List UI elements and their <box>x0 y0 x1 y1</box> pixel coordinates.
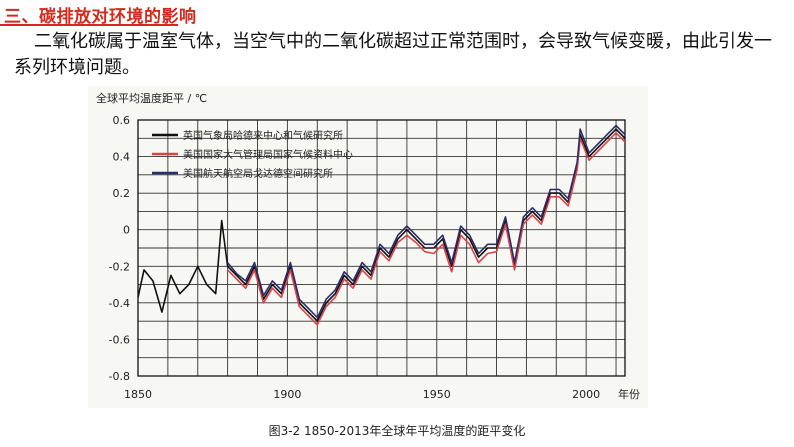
legend-label: 英国气象局哈德来中心和气候研究所 <box>183 129 343 142</box>
heading-underline <box>0 24 178 26</box>
y-tick-label: -0.2 <box>109 260 130 273</box>
y-tick-label: 0.2 <box>113 187 131 200</box>
x-tick-label: 1900 <box>273 388 301 401</box>
y-tick-label: 0.4 <box>113 151 131 164</box>
x-tick-label: 2000 <box>572 388 600 401</box>
y-tick-label: -0.8 <box>109 370 130 383</box>
y-tick-label: -0.6 <box>109 333 130 346</box>
chart-frame <box>88 86 648 408</box>
section-heading: 三、碳排放对环境的影响 <box>4 7 197 27</box>
y-tick-label: -0.4 <box>109 297 130 310</box>
body-paragraph: 二氧化碳属于温室气体，当空气中的二氧化碳超过正常范围时，会导致气候变暖，由此引发… <box>14 31 772 78</box>
x-axis-label: 年份 <box>618 387 640 401</box>
x-tick-label: 1850 <box>124 388 152 401</box>
y-tick-label: 0 <box>123 224 130 237</box>
y-axis-label: 全球平均温度距平 / ℃ <box>96 92 208 105</box>
plot-border <box>137 119 626 377</box>
legend-label: 美国国家大气管理局国家气候资料中心 <box>183 148 353 161</box>
chart-axes: 0.6 0.4 0.2 0 -0.2 -0.4 -0.6 -0.8 1850 1900 1950 20… <box>109 114 640 401</box>
series-line <box>227 132 626 326</box>
series-line <box>226 124 626 319</box>
legend-label: 美国航天航空局戈达德空间研究所 <box>183 167 333 180</box>
y-tick-label: 0.6 <box>113 114 131 127</box>
chart-series <box>137 124 626 326</box>
figure-caption: 图3-2 1850-2013年全球年平均温度的距平变化 <box>268 424 526 438</box>
x-tick-label: 1950 <box>423 388 451 401</box>
chart-legend: 英国气象局哈德来中心和气候研究所美国国家大气管理局国家气候资料中心美国航天航空局… <box>152 129 353 180</box>
series-line <box>137 128 626 322</box>
